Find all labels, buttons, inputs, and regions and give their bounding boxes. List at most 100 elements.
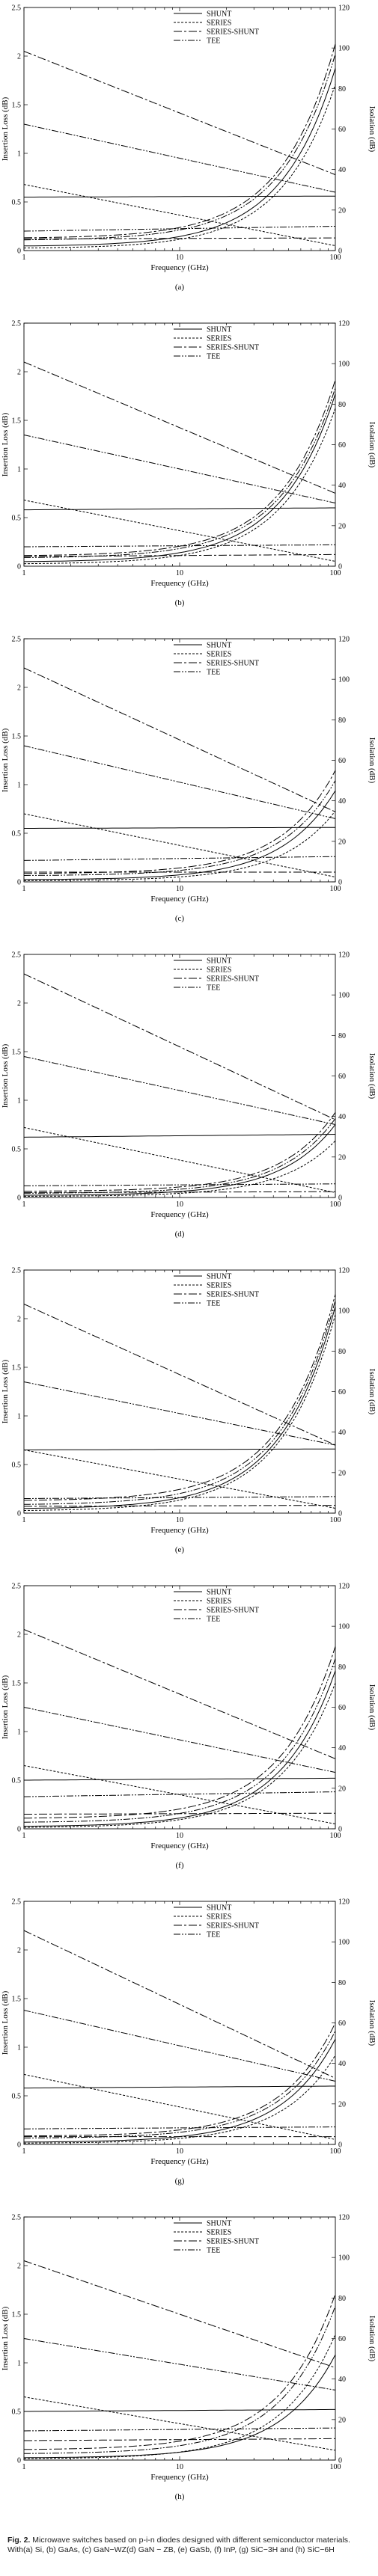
- y-left-tick-label: 2: [17, 53, 21, 61]
- series-line-series-shunt: [23, 2293, 336, 2450]
- y-right-tick-label: 80: [338, 717, 346, 725]
- series-line-tee: [23, 745, 336, 819]
- series-line-series-shunt: [23, 1294, 336, 1501]
- y-right-tick-label: 80: [338, 85, 346, 93]
- y-right-tick-label: 120: [338, 636, 350, 644]
- plot-frame: [23, 954, 336, 1198]
- y-right-tick-label: 60: [338, 2335, 346, 2343]
- y-right-tick-label: 100: [338, 45, 350, 53]
- y-right-tick-label: 80: [338, 1032, 346, 1040]
- series-line-series-shunt: [24, 1646, 336, 1819]
- y-left-axis-label: Insertion Loss (dB): [1, 1359, 10, 1423]
- series-line-shunt: [24, 827, 335, 829]
- series-line-series-shunt: [23, 43, 336, 239]
- legend-label: TEE: [207, 1616, 220, 1624]
- x-tick-label: 1: [22, 885, 26, 893]
- y-left-axis-label: Insertion Loss (dB): [1, 1675, 10, 1739]
- series-line-series: [23, 84, 336, 249]
- legend-label: SERIES-SHUNT: [207, 2238, 259, 2246]
- series-line-tee: [24, 2031, 336, 2138]
- y-right-tick-label: 0: [338, 1195, 342, 1203]
- y-left-tick-label: 2.5: [12, 1267, 22, 1275]
- y-left-tick-label: 0: [17, 2141, 21, 2150]
- series-line-shunt: [24, 1777, 335, 1781]
- y-left-axis-label: Insertion Loss (dB): [1, 728, 10, 792]
- y-left-tick-label: 2: [17, 1947, 21, 1955]
- y-right-axis-label: Isolation (dB): [368, 1369, 377, 1415]
- y-left-tick-label: 2.5: [12, 636, 22, 644]
- y-left-tick-label: 2: [17, 369, 21, 377]
- series-line-shunt: [23, 393, 336, 562]
- y-right-tick-label: 120: [338, 4, 350, 13]
- series-line-series: [23, 1314, 336, 1511]
- x-tick-label: 10: [176, 2147, 183, 2156]
- y-left-tick-label: 2: [17, 1000, 21, 1008]
- x-tick-label: 100: [330, 1200, 341, 1209]
- y-right-tick-label: 0: [338, 2141, 342, 2150]
- y-right-axis-label: Isolation (dB): [368, 737, 377, 784]
- series-line-series-shunt: [23, 51, 336, 176]
- chart-panel: 1 10 100 Frequency (GHz) 0 0.5 1 1.5 2 2.5 0 20 40 60…: [1, 4, 377, 292]
- series-line-series: [23, 810, 336, 881]
- legend-label: TEE: [207, 2247, 220, 2255]
- series-line-series-shunt: [24, 553, 335, 557]
- y-right-tick-label: 100: [338, 676, 350, 684]
- y-left-tick-label: 1: [17, 1097, 21, 1105]
- y-right-tick-label: 40: [338, 482, 346, 490]
- y-right-tick-label: 0: [338, 248, 342, 256]
- chart-panel: 1 10 100 Frequency (GHz) 0 0.5 1 1.5 2 2.5 0 20 40 60…: [1, 636, 377, 924]
- panel-label: (e): [175, 1545, 185, 1554]
- series-line-series: [24, 408, 336, 565]
- series-line-series-shunt: [23, 1930, 336, 2079]
- x-axis-label: Frequency (GHz): [150, 579, 209, 588]
- chart-panel: 1 10 100 Frequency (GHz) 0 0.5 1 1.5 2 2.5 0 20 40 60…: [1, 1583, 377, 1871]
- y-right-axis-label: Isolation (dB): [368, 106, 377, 153]
- series-line-series: [23, 1450, 336, 1509]
- y-right-tick-label: 20: [338, 2416, 346, 2424]
- chart-panel: 1 10 100 Frequency (GHz) 0 0.5 1 1.5 2 2.5 0 20 40 60…: [1, 951, 377, 1239]
- series-line-series-shunt: [23, 379, 336, 556]
- x-tick-label: 100: [330, 254, 341, 262]
- y-right-tick-label: 60: [338, 441, 346, 450]
- y-left-tick-label: 0.5: [12, 515, 22, 523]
- x-tick-label: 100: [330, 1516, 341, 1524]
- legend-label: SERIES-SHUNT: [207, 1291, 259, 1299]
- y-left-axis-label: Insertion Loss (dB): [1, 1043, 10, 1108]
- series-line-shunt: [24, 1124, 336, 1196]
- series-line-shunt: [24, 2408, 335, 2412]
- y-right-tick-label: 60: [338, 1073, 346, 1081]
- series-line-shunt: [23, 1134, 336, 1138]
- series-line-shunt: [24, 195, 335, 197]
- y-right-tick-label: 60: [338, 1704, 346, 1712]
- y-left-tick-label: 1: [17, 782, 21, 790]
- y-right-tick-label: 20: [338, 2100, 346, 2109]
- x-tick-label: 10: [176, 1832, 183, 1840]
- series-line-tee: [24, 387, 336, 558]
- legend-label: TEE: [207, 984, 220, 993]
- legend-label: SERIES: [207, 651, 231, 659]
- x-tick-label: 10: [176, 2463, 183, 2471]
- series-line-series: [24, 1682, 336, 1828]
- y-left-tick-label: 1: [17, 1729, 21, 1737]
- y-right-tick-label: 120: [338, 1898, 350, 1907]
- y-left-axis-label: Insertion Loss (dB): [1, 96, 10, 161]
- series-line-series-shunt: [24, 1112, 336, 1192]
- panel-label: (g): [175, 2177, 185, 2186]
- chart-panel: 1 10 100 Frequency (GHz) 0 0.5 1 1.5 2 2.5 0 20 40 60…: [1, 320, 377, 608]
- legend-label: SHUNT: [207, 642, 231, 650]
- series-line-shunt: [24, 1448, 335, 1450]
- x-tick-label: 10: [176, 569, 183, 577]
- x-tick-label: 1: [22, 1200, 26, 1209]
- series-line-series-shunt: [23, 667, 336, 812]
- y-right-axis-label: Isolation (dB): [368, 1684, 377, 1731]
- x-tick-label: 1: [22, 2463, 26, 2471]
- y-right-tick-label: 20: [338, 838, 346, 846]
- y-right-tick-label: 60: [338, 757, 346, 765]
- series-line-series-shunt: [23, 2023, 336, 2137]
- y-left-tick-label: 2: [17, 684, 21, 693]
- y-left-tick-label: 2.5: [12, 951, 22, 960]
- y-left-tick-label: 1.5: [12, 1049, 22, 1057]
